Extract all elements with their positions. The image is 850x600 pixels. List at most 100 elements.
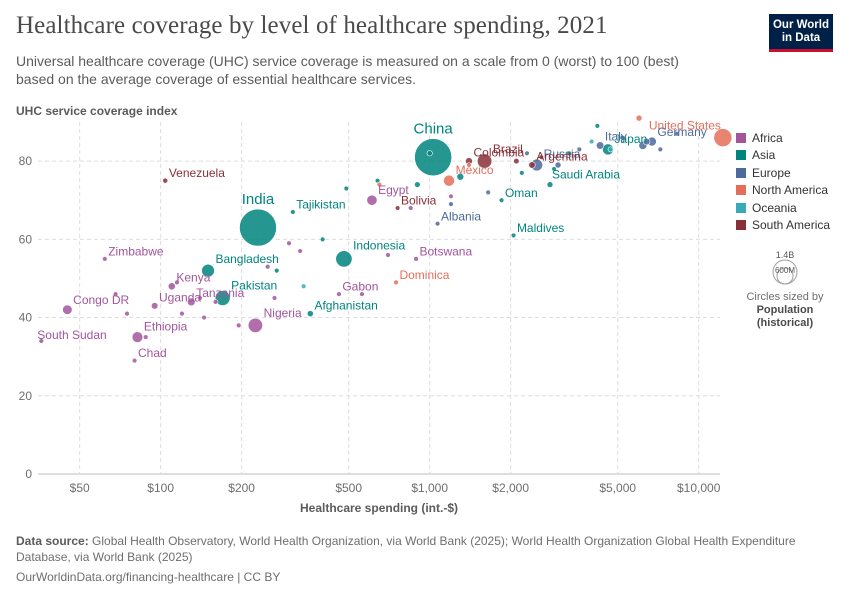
data-point — [528, 161, 536, 169]
point-label: Gabon — [342, 280, 378, 294]
point-label: United States — [649, 119, 721, 133]
data-point — [102, 256, 108, 262]
data-point — [607, 146, 614, 153]
chart-subtitle: Universal healthcare coverage (UHC) serv… — [16, 53, 679, 87]
data-point — [385, 252, 391, 258]
data-point — [187, 297, 196, 307]
point-label: Bangladesh — [215, 252, 278, 266]
data-point — [366, 194, 378, 206]
y-axis-title: UHC service coverage index — [16, 104, 178, 118]
data-point — [448, 193, 454, 200]
data-point — [201, 263, 215, 278]
data-point — [456, 172, 465, 181]
data-point — [546, 181, 554, 188]
data-point — [151, 302, 159, 310]
source-line: Data source: Global Health Observatory, … — [16, 533, 816, 565]
legend-item-asia[interactable]: Asia — [736, 147, 830, 165]
legend-swatch-europe — [736, 167, 746, 178]
data-point — [513, 157, 520, 165]
logo-line-1: Our World — [772, 19, 829, 31]
chart-title: Healthcare coverage by level of healthca… — [16, 12, 608, 39]
size-legend-variable: Population — [730, 304, 840, 317]
data-point — [595, 141, 605, 150]
data-point — [235, 322, 242, 329]
data-point — [443, 174, 455, 187]
y-tick-label: 40 — [19, 311, 33, 325]
size-legend-variable-2: (historical) — [730, 317, 840, 330]
data-point — [162, 177, 169, 184]
data-point — [174, 279, 180, 286]
x-tick-label: $1,000 — [411, 481, 448, 495]
data-point — [434, 220, 441, 227]
y-tick-label: 0 — [25, 467, 32, 481]
legend-item-africa[interactable]: Africa — [736, 129, 830, 147]
data-point — [576, 146, 583, 153]
point-label: Chad — [138, 346, 167, 360]
x-tick-label: $50 — [70, 481, 90, 495]
data-point — [131, 331, 144, 343]
data-point — [201, 314, 207, 321]
x-tick-label: $10,000 — [677, 481, 721, 495]
point-label: Italy — [605, 130, 627, 144]
point-label: Germany — [657, 125, 706, 139]
size-legend-var-line2: (historical) — [756, 317, 814, 329]
data-point — [394, 205, 401, 211]
legend-swatch-north-america — [736, 185, 746, 196]
size-legend: 1.4B 600M Circles sized by Population (h… — [730, 246, 840, 330]
legend-item-south-america[interactable]: South America — [736, 217, 830, 235]
data-point — [300, 283, 307, 289]
data-point — [343, 185, 350, 192]
point-label: Pakistan — [231, 278, 277, 292]
owid-logo[interactable]: Our World in Data — [769, 14, 833, 52]
footer-link[interactable]: OurWorldinData.org/financing-healthcare … — [16, 570, 281, 584]
legend-item-oceania[interactable]: Oceania — [736, 199, 830, 217]
data-point — [426, 150, 433, 157]
data-point — [271, 295, 278, 301]
point-label: Nigeria — [264, 306, 302, 320]
point-label: Uganda — [159, 290, 201, 304]
point-label: Dominica — [399, 268, 449, 282]
legend-label-europe: Europe — [752, 165, 791, 180]
data-point — [297, 248, 303, 254]
data-point — [524, 150, 530, 156]
legend-swatch-africa — [736, 132, 746, 143]
data-point — [566, 150, 572, 156]
data-point — [286, 240, 292, 246]
data-point — [274, 267, 280, 274]
point-label: Argentina — [536, 150, 588, 164]
data-point — [538, 154, 545, 160]
point-label: Botswana — [419, 244, 472, 258]
point-label: Kenya — [176, 271, 210, 285]
legend-item-north-america[interactable]: North America — [736, 182, 830, 200]
size-legend-note: Circles sized by — [746, 291, 824, 303]
data-point — [588, 138, 595, 145]
data-point — [306, 310, 314, 318]
point-label: South Sudan — [37, 328, 106, 342]
point-label: Bolivia — [401, 194, 437, 208]
x-tick-label: $2,000 — [492, 481, 529, 495]
data-point — [167, 282, 176, 291]
size-legend-small-label: 600M — [775, 266, 795, 275]
point-label: Indonesia — [353, 239, 405, 253]
legend-label-asia: Asia — [752, 148, 776, 163]
size-legend-circles: 1.4B 600M — [772, 250, 798, 285]
data-point — [124, 310, 130, 317]
data-point — [554, 161, 562, 169]
data-point — [485, 189, 491, 196]
point-label: India — [242, 191, 275, 208]
data-point — [265, 264, 271, 270]
data-point — [510, 232, 517, 239]
point-label: Zimbabwe — [108, 244, 164, 258]
size-legend-big-label: 1.4B — [776, 250, 795, 260]
data-point — [413, 256, 419, 262]
source-text: Global Health Observatory, World Health … — [16, 534, 796, 564]
point-label: Oman — [505, 186, 538, 200]
point-label: Saudi Arabia — [552, 168, 620, 182]
data-point — [407, 205, 414, 211]
legend-item-europe[interactable]: Europe — [736, 164, 830, 182]
data-point — [239, 208, 277, 247]
data-point — [393, 279, 399, 286]
logo-line-2: in Data — [781, 32, 821, 44]
legend-label-south-america: South America — [752, 218, 831, 233]
data-point — [335, 250, 353, 268]
